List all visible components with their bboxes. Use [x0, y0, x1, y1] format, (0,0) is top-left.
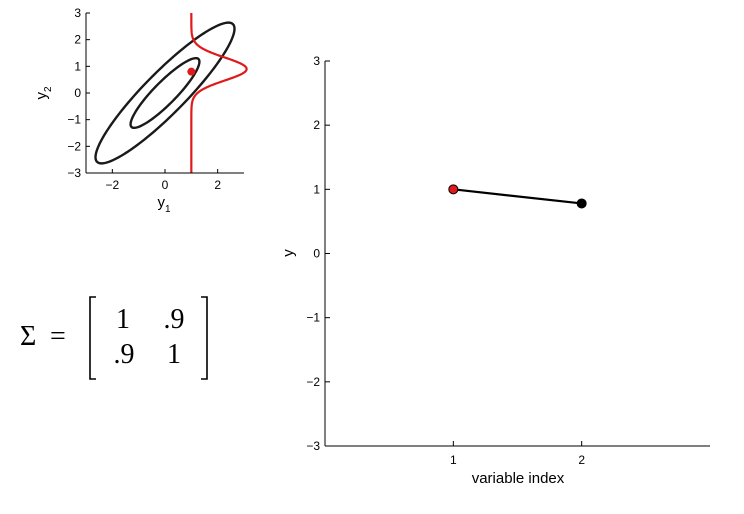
equals-sign: = — [50, 321, 66, 352]
y-axis-label: y2 — [33, 86, 54, 100]
y-axis-label: y — [280, 249, 297, 257]
left-bracket — [89, 296, 96, 380]
bivariate-panel: −3 −2 −1 0 1 2 3 −2 0 2 y1 y2 — [33, 6, 248, 215]
x-tick-label: 2 — [214, 178, 221, 192]
sample-point — [187, 67, 196, 76]
line-series — [448, 184, 587, 209]
matrix-cell: 1 — [116, 304, 130, 335]
matrix-cell: 1 — [167, 339, 181, 370]
y-tick-label: −2 — [306, 375, 320, 389]
y-tick-label: −1 — [306, 311, 320, 325]
y-tick-label: 0 — [74, 86, 81, 100]
x-tick-label: 2 — [578, 453, 585, 467]
y-tick-label: 3 — [313, 54, 320, 68]
y-tick-label: 2 — [74, 33, 81, 47]
matrix-cell: .9 — [114, 339, 135, 370]
y-tick-label: 1 — [313, 182, 320, 196]
covariance-matrix: Σ = 1 .9 .9 1 — [20, 296, 208, 380]
x-tick-label: 1 — [450, 453, 457, 467]
contour-ellipse — [94, 21, 236, 165]
y-tick-label: 1 — [74, 59, 81, 73]
gaussian-contours — [94, 21, 236, 165]
series-line — [453, 188, 582, 205]
y-tick-label: −3 — [67, 166, 81, 180]
bivariate-axes: −3 −2 −1 0 1 2 3 −2 0 2 — [67, 6, 244, 192]
line-axes: −3 −2 −1 0 1 2 3 1 2 — [306, 54, 710, 467]
x-tick-label: 0 — [162, 178, 169, 192]
y-tick-label: 2 — [313, 118, 320, 132]
data-point — [448, 184, 459, 195]
y-tick-label: −3 — [306, 439, 320, 453]
y-tick-label: −1 — [67, 113, 81, 127]
x-axis-label: variable index — [472, 470, 565, 487]
sigma-symbol: Σ — [20, 321, 36, 352]
right-bracket — [201, 296, 208, 380]
data-point — [576, 198, 587, 209]
y-tick-label: 0 — [313, 247, 320, 261]
x-tick-label: −2 — [105, 178, 119, 192]
variable-index-panel: −3 −2 −1 0 1 2 3 1 2 variable index y — [280, 54, 710, 487]
y-tick-label: 3 — [74, 6, 81, 20]
contour-ellipse — [129, 56, 201, 130]
conditional-density-curve — [190, 13, 248, 173]
y-tick-label: −2 — [67, 139, 81, 153]
matrix-cell: .9 — [164, 304, 185, 335]
x-axis-label: y1 — [157, 194, 171, 215]
